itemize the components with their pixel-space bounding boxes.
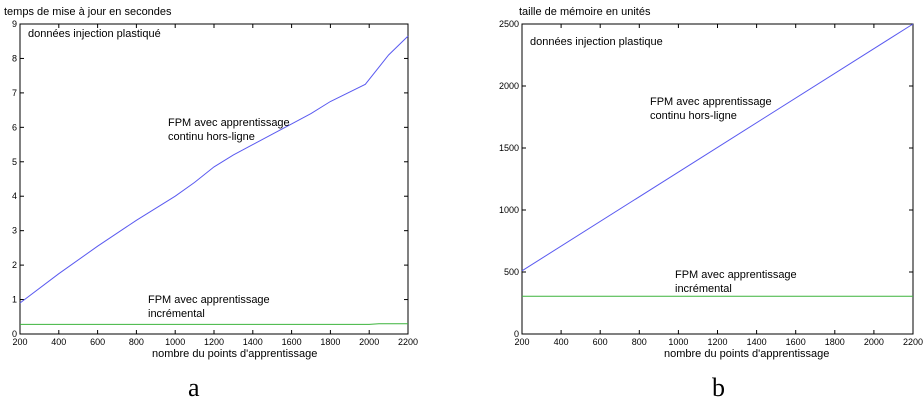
x-ticks: 200 400 600 800 1000 1200 1400 1600 1800 2000 2200 xyxy=(12,24,418,347)
x-axis-label: nombre du points d'apprentissage xyxy=(152,348,317,360)
panel-label: a xyxy=(188,373,200,402)
plot-frame xyxy=(19,23,409,335)
x-tick-label: 1000 xyxy=(668,337,688,347)
x-axis-label: nombre du points d'apprentissage xyxy=(664,348,829,360)
y-ticks: 0 500 1000 1500 2000 2500 xyxy=(499,19,913,339)
x-tick-label: 1200 xyxy=(204,337,224,347)
y-tick-label: 1 xyxy=(12,295,17,305)
dataset-label: données injection plastique xyxy=(530,36,663,48)
x-tick-label: 400 xyxy=(554,337,569,347)
series-line-offline xyxy=(521,23,914,272)
series-annotation-offline-line2: continu hors-ligne xyxy=(168,131,255,143)
x-tick-label: 2200 xyxy=(903,337,923,347)
y-tick-label: 2500 xyxy=(499,19,519,29)
x-tick-label: 1800 xyxy=(320,337,340,347)
x-tick-label: 600 xyxy=(593,337,608,347)
x-tick-label: 400 xyxy=(51,337,66,347)
x-tick-label: 600 xyxy=(90,337,105,347)
series-annotation-offline-line1: FPM avec apprentissage xyxy=(650,96,772,108)
y-tick-label: 6 xyxy=(12,122,17,132)
x-tick-label: 1600 xyxy=(786,337,806,347)
series-annotation-offline-line2: continu hors-ligne xyxy=(650,110,737,122)
series-annotation-offline-line1: FPM avec apprentissage xyxy=(168,117,290,129)
y-tick-label: 1000 xyxy=(499,205,519,215)
y-tick-label: 3 xyxy=(12,226,17,236)
x-tick-label: 1800 xyxy=(825,337,845,347)
x-tick-label: 1600 xyxy=(282,337,302,347)
y-tick-label: 500 xyxy=(504,267,519,277)
y-tick-label: 4 xyxy=(12,191,17,201)
x-tick-label: 1200 xyxy=(707,337,727,347)
y-tick-label: 7 xyxy=(12,88,17,98)
x-tick-label: 1400 xyxy=(243,337,263,347)
x-tick-label: 1400 xyxy=(747,337,767,347)
x-tick-label: 2200 xyxy=(398,337,418,347)
y-tick-label: 8 xyxy=(12,53,17,63)
chart-panel-a: temps de mise à jour en secondes 200 400 6… xyxy=(4,6,418,402)
x-tick-label: 200 xyxy=(514,337,529,347)
y-tick-label: 0 xyxy=(514,329,519,339)
x-tick-label: 200 xyxy=(12,337,27,347)
x-tick-label: 800 xyxy=(129,337,144,347)
x-tick-label: 2000 xyxy=(864,337,884,347)
x-tick-label: 800 xyxy=(632,337,647,347)
series-line-incremental xyxy=(20,323,408,325)
series-annotation-incremental-line2: incrémental xyxy=(675,283,732,295)
x-tick-label: 1000 xyxy=(165,337,185,347)
chart-title: temps de mise à jour en secondes xyxy=(4,6,172,18)
y-tick-label: 2 xyxy=(12,260,17,270)
chart-panel-b: taille de mémoire en unités 200 400 600 800… xyxy=(499,6,923,402)
series-lines xyxy=(19,35,409,325)
series-lines xyxy=(521,23,914,297)
y-ticks: 0 1 2 3 4 5 6 7 8 9 xyxy=(12,19,408,339)
series-annotation-incremental-line1: FPM avec apprentissage xyxy=(148,294,270,306)
chart-title: taille de mémoire en unités xyxy=(519,6,651,18)
panel-label: b xyxy=(712,373,725,402)
series-annotation-incremental-line1: FPM avec apprentissage xyxy=(675,269,797,281)
series-annotation-incremental-line2: incrémental xyxy=(148,308,205,320)
y-tick-label: 2000 xyxy=(499,81,519,91)
dataset-label: données injection plastiqué xyxy=(28,28,161,40)
y-tick-label: 1500 xyxy=(499,143,519,153)
y-tick-label: 5 xyxy=(12,157,17,167)
y-tick-label: 0 xyxy=(12,329,17,339)
y-tick-label: 9 xyxy=(12,19,17,29)
x-ticks: 200 400 600 800 1000 1200 1400 1600 1800 2000 2200 xyxy=(514,24,923,347)
series-line-offline xyxy=(19,35,409,304)
x-tick-label: 2000 xyxy=(359,337,379,347)
